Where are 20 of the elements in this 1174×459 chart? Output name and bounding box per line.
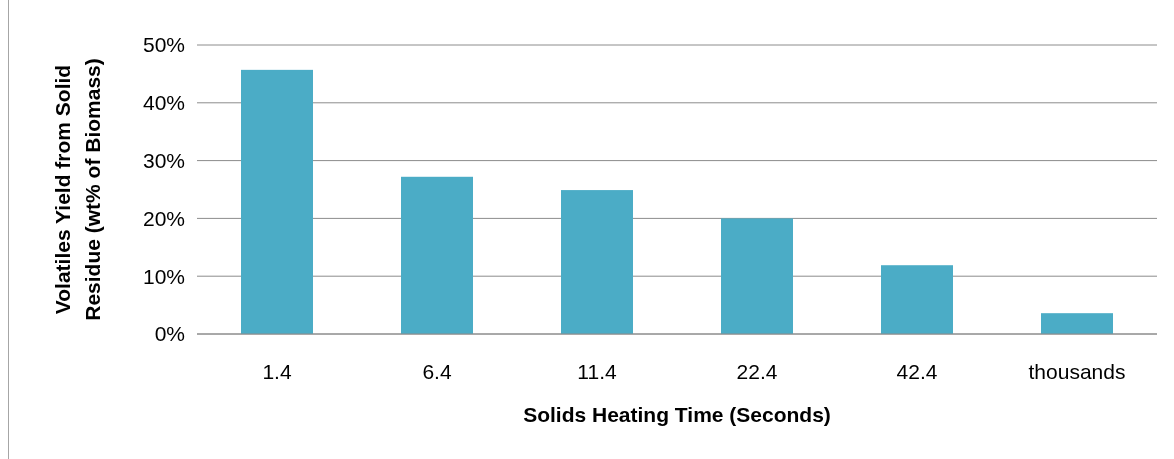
bar <box>1041 313 1113 334</box>
x-axis-title: Solids Heating Time (Seconds) <box>523 403 831 426</box>
bar <box>721 218 793 334</box>
y-tick-label: 50% <box>142 33 185 57</box>
y-tick-label: 30% <box>142 148 185 172</box>
x-tick-label: 11.4 <box>577 360 617 383</box>
bar <box>241 69 313 334</box>
y-tick-label: 40% <box>142 91 185 115</box>
y-tick-label: 0% <box>154 322 185 346</box>
x-tick-label: 42.4 <box>896 360 938 383</box>
x-tick-label: 1.4 <box>262 360 292 383</box>
bar <box>401 176 473 334</box>
x-tick-label: 6.4 <box>422 360 452 383</box>
x-tick-label: thousands <box>1028 360 1126 383</box>
bar <box>561 190 633 334</box>
x-tick-label: 22.4 <box>736 360 778 383</box>
bar <box>881 265 953 334</box>
y-axis-title: Volatiles Yield from Solid Residue (wt% of Biomass) <box>51 58 104 321</box>
y-tick-label: 20% <box>142 206 185 230</box>
y-tick-label: 10% <box>142 264 185 288</box>
